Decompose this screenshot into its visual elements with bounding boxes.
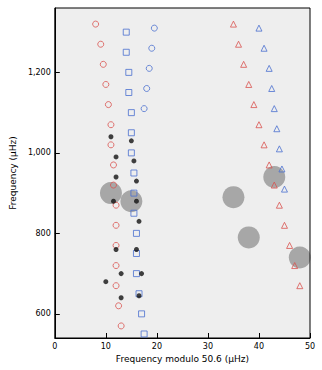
svg-text:1,200: 1,200 bbox=[28, 68, 51, 77]
svg-text:Frequency (μHz): Frequency (μHz) bbox=[8, 136, 18, 210]
svg-text:0: 0 bbox=[52, 342, 57, 351]
svg-text:20: 20 bbox=[152, 342, 162, 351]
svg-text:600: 600 bbox=[36, 309, 51, 318]
svg-text:10: 10 bbox=[101, 342, 111, 351]
svg-text:30: 30 bbox=[203, 342, 213, 351]
svg-text:800: 800 bbox=[36, 229, 51, 238]
svg-text:Frequency modulo 50.6 (μHz): Frequency modulo 50.6 (μHz) bbox=[116, 354, 249, 364]
svg-text:1,000: 1,000 bbox=[28, 148, 51, 157]
svg-text:40: 40 bbox=[254, 342, 264, 351]
svg-text:50: 50 bbox=[305, 342, 315, 351]
